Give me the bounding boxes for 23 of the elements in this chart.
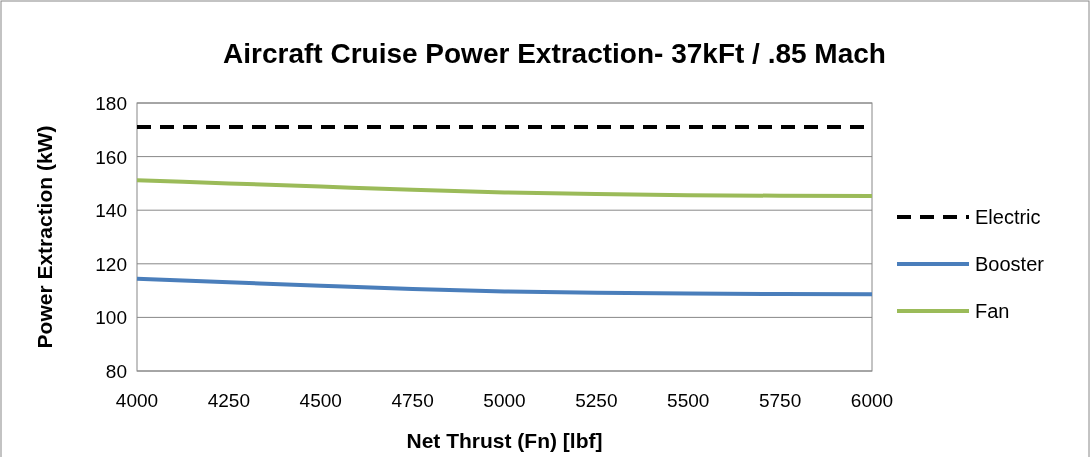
legend-label: Booster [975,253,1045,275]
x-tick-label: 6000 [850,390,894,411]
x-tick-label: 4750 [391,390,434,411]
y-axis-title: Power Extraction (kW) [33,125,56,349]
x-tick-label: 5500 [667,390,710,411]
x-tick-label: 4000 [115,390,159,411]
x-tick-label: 5000 [483,390,526,411]
y-tick-label: 180 [95,93,127,114]
line-series [135,276,874,297]
y-tick-label: 100 [95,307,127,329]
line-series [135,178,874,198]
y-tick-label: 160 [95,146,127,168]
legend-label: Electric [975,206,1041,228]
legend-label: Fan [975,300,1010,322]
y-tick-label: 120 [95,253,127,275]
x-axis-title: Net Thrust (Fn) [lbf] [406,429,603,452]
x-tick-label: 4500 [299,390,342,411]
y-tick-label: 140 [95,200,127,222]
y-tick-label: 80 [105,361,127,382]
x-tick-label: 5250 [575,390,618,411]
x-tick-label: 5750 [758,390,802,411]
x-tick-label: 4250 [207,390,251,411]
chart-title: Aircraft Cruise Power Extraction- 37kFt / .85 Mach [223,38,886,69]
